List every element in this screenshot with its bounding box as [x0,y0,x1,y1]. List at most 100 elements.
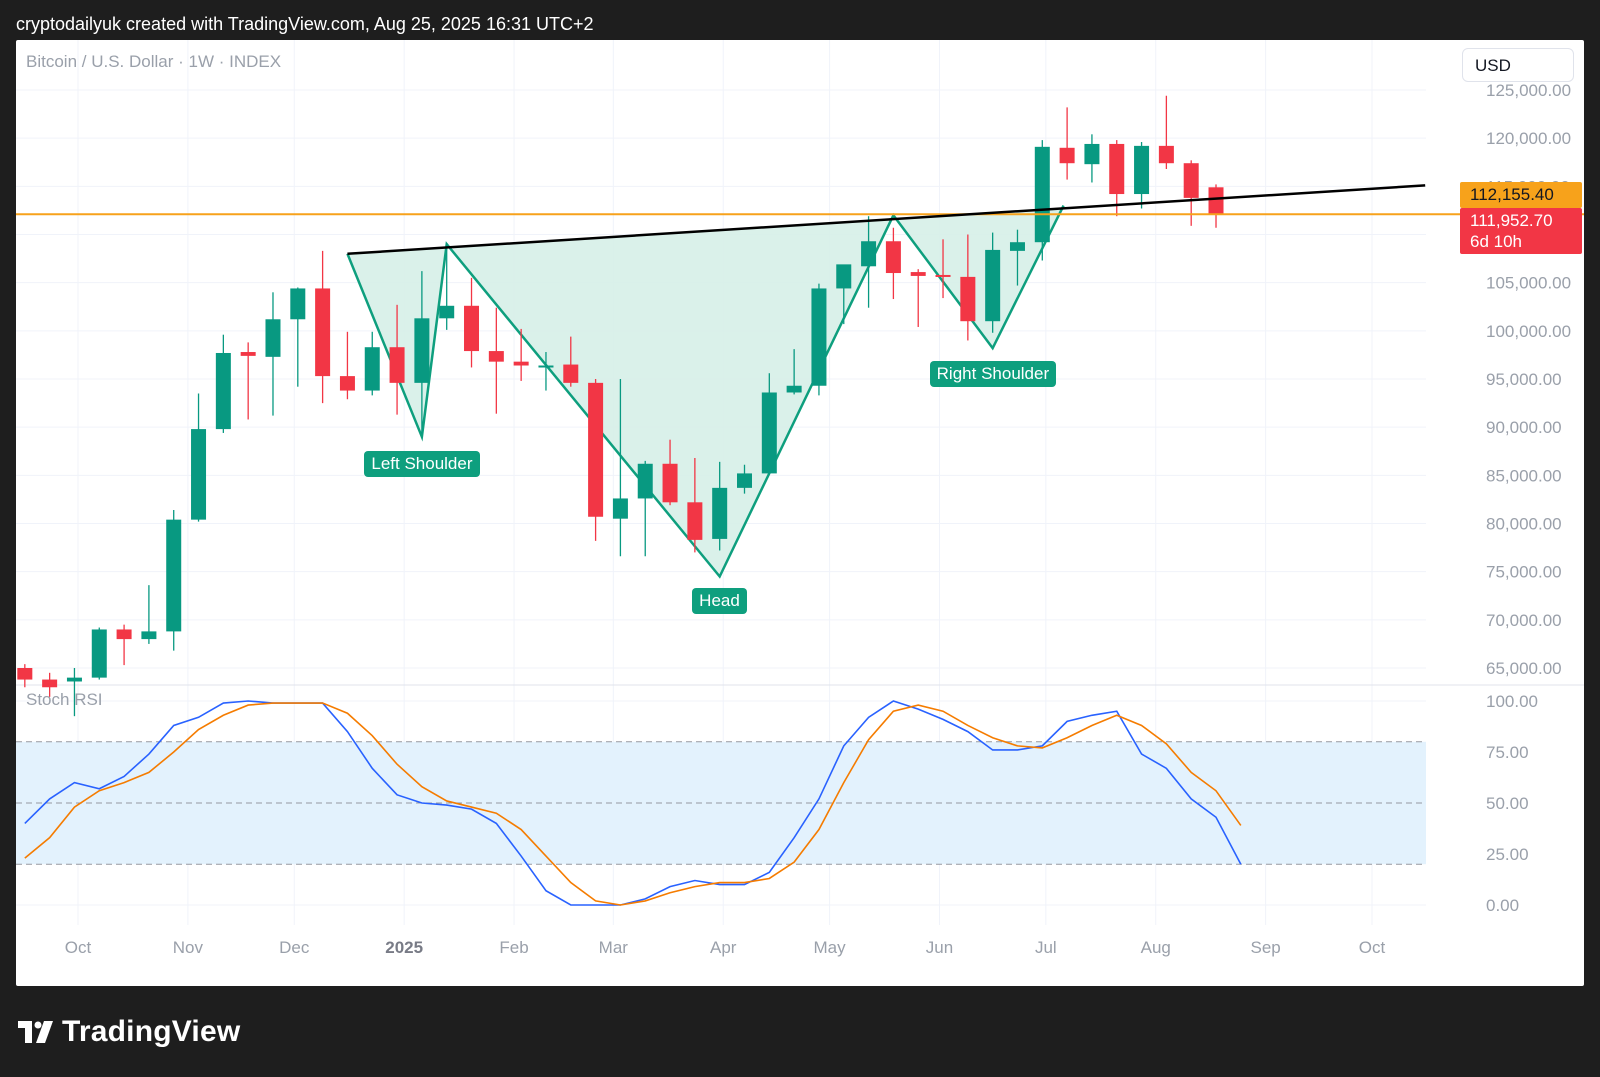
candle-up [166,510,182,651]
price-tick-label: 125,000.00 [1486,81,1571,100]
logo-text: TradingView [62,1015,241,1048]
bar-countdown: 6d 10h [1470,232,1522,251]
candle-down [1109,140,1125,217]
candle-body [414,318,430,383]
x-tick-label: Jul [1035,938,1057,957]
candle-up [191,393,207,522]
candle-body [612,498,628,519]
candle-body [1134,145,1150,195]
candle-body [811,288,827,386]
candle-body [1034,146,1050,243]
time-axis[interactable]: Oct Nov Dec 2025 Feb Mar Apr May Jun Jul Aug Sep Oct [65,938,1386,957]
candle-up [439,243,455,330]
candle-up [538,352,554,391]
rsi-tick-label: 0.00 [1486,896,1519,915]
candle-body [836,264,852,289]
candle-body [42,679,58,688]
tradingview-logo-icon [18,1021,53,1043]
price-tag-last: 111,952.70 6d 10h [1460,208,1582,254]
currency-selector[interactable]: USD [1462,48,1574,82]
price-tick-label: 95,000.00 [1486,370,1562,389]
x-tick-label: Jun [926,938,953,957]
candle-up [786,349,802,395]
candle-up [1134,142,1150,209]
x-tick-label: 2025 [385,938,423,957]
candle-up [364,331,380,396]
candle-body [1009,242,1025,251]
candle-down [339,331,355,400]
price-tick-label: 75,000.00 [1486,563,1562,582]
candle-up [414,271,430,434]
candle-up [811,283,827,396]
last-price-value: 111,952.70 [1470,211,1553,230]
pattern-label-left-shoulder: Left Shoulder [364,450,480,477]
candle-body [1183,163,1199,198]
price-tick-label: 105,000.00 [1486,274,1571,293]
tradingview-logo[interactable]: TradingView [18,1012,240,1052]
stoch-rsi-lines [24,700,1242,906]
rsi-tick-label: 100.00 [1486,692,1538,711]
symbol-legend[interactable]: Bitcoin / U.S. Dollar · 1W · INDEX [26,52,282,71]
pattern-zigzag [346,205,1065,579]
candle-body [141,631,157,640]
candle-body [563,364,579,383]
candle-body [1208,187,1224,215]
candle-down [1158,95,1174,169]
candle-body [935,274,951,277]
candle-down [488,307,504,414]
candle-body [166,519,182,632]
stoch-rsi-legend[interactable]: Stoch RSI [26,690,103,709]
price-tag-orange: 112,155.40 [1460,182,1582,208]
candle-down [588,379,604,541]
rsi-tick-label: 50.00 [1486,794,1529,813]
candle-body [66,677,82,682]
candle-body [215,352,231,430]
candle-down [240,342,256,420]
candle-up [1009,229,1025,286]
candle-down [885,227,901,300]
candle-down [42,672,58,697]
candle-up [612,379,628,557]
x-tick-label: Feb [499,938,528,957]
candle-body [290,288,306,320]
candle-body [389,347,405,383]
candle-up [712,461,728,551]
candle-up [861,216,877,308]
candle-down [1208,184,1224,228]
candle-up [265,292,281,416]
candle-body [488,351,504,362]
candle-body [513,361,529,366]
pattern-fill [347,205,1064,577]
price-tick-label: 70,000.00 [1486,611,1562,630]
candlestick-series[interactable] [16,95,1224,717]
candle-down [315,250,331,404]
candle-up [836,264,852,325]
chart-panel[interactable]: 65,000.00 70,000.00 75,000.00 80,000.00 85,0… [16,40,1584,986]
candle-up [736,464,752,494]
x-tick-label: Mar [599,938,629,957]
candle-body [1084,143,1100,165]
candle-up [66,668,82,717]
candle-body [985,249,1001,322]
pattern-label-right-shoulder: Right Shoulder [929,361,1057,388]
price-tick-label: 80,000.00 [1486,515,1562,534]
candle-down [935,239,951,299]
x-tick-label: Aug [1141,938,1171,957]
x-tick-label: Oct [65,938,92,957]
overlay-lines [16,184,1584,256]
price-tick-label: 85,000.00 [1486,466,1562,485]
candle-body [588,382,604,517]
candle-body [1158,145,1174,164]
neckline [347,184,1426,256]
candle-up [290,287,306,387]
candle-down [389,304,405,415]
candle-body [910,272,926,276]
candle-body [736,473,752,488]
candle-body [885,241,901,274]
chart-canvas[interactable]: 65,000.00 70,000.00 75,000.00 80,000.00 85,0… [16,40,1584,986]
candle-body [960,276,976,322]
rsi-tick-label: 25.00 [1486,845,1529,864]
price-tick-label: 65,000.00 [1486,659,1562,678]
candle-down [662,439,678,506]
candle-body [662,463,678,503]
